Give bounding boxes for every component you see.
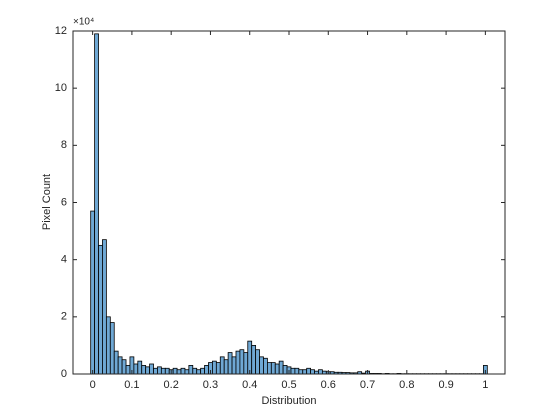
bar [310, 369, 315, 375]
x-tick-label: 0 [90, 379, 96, 391]
bar [298, 369, 304, 375]
bar [263, 357, 268, 375]
bar [223, 359, 229, 375]
y-axis-label: Pixel Count [41, 174, 53, 230]
bar [137, 360, 143, 375]
bar [259, 356, 264, 375]
x-tick-label: 0.5 [281, 379, 296, 391]
bar [102, 239, 107, 375]
bar [227, 352, 233, 375]
y-tick-label: 10 [55, 82, 67, 94]
bar [255, 349, 260, 375]
bar [121, 359, 127, 375]
bar [105, 316, 111, 375]
bar [176, 369, 182, 375]
bar [219, 356, 225, 375]
y-exponent: ×10⁴ [73, 17, 94, 28]
bar [278, 360, 284, 375]
bar [318, 369, 323, 375]
bar [180, 367, 186, 375]
bar [153, 367, 158, 375]
y-tick-label: 0 [61, 368, 67, 380]
bar [212, 360, 217, 375]
bar [164, 367, 170, 375]
bar [306, 367, 312, 375]
bar [294, 367, 300, 375]
bar [113, 350, 119, 375]
bar [109, 322, 115, 375]
y-tick-label: 6 [61, 196, 67, 208]
x-tick-label: 0.9 [438, 379, 453, 391]
bar [274, 363, 280, 375]
bar [172, 367, 178, 375]
x-axis-label: Distribution [261, 395, 316, 407]
bar [149, 363, 154, 375]
y-tick-label: 2 [61, 311, 67, 323]
bar [192, 367, 198, 375]
bar [251, 345, 257, 375]
bar [157, 366, 162, 375]
bar [282, 365, 288, 375]
bar [117, 356, 123, 375]
bar [133, 363, 139, 375]
bar [90, 210, 96, 375]
bar [200, 367, 205, 375]
x-tick-label: 0.4 [242, 379, 257, 391]
bar [145, 366, 150, 375]
x-tick-label: 0.7 [360, 379, 375, 391]
bar [247, 340, 253, 375]
bar [184, 369, 190, 375]
x-tick-label: 0.8 [399, 379, 414, 391]
axes-box [72, 30, 506, 375]
bar [243, 352, 249, 375]
x-tick-label: 0.1 [124, 379, 139, 391]
bar [188, 365, 194, 375]
x-tick-label: 0.6 [321, 379, 336, 391]
bar [235, 350, 241, 375]
bar [266, 362, 272, 375]
bar [125, 365, 131, 375]
x-tick-label: 0.2 [164, 379, 179, 391]
y-tick-label: 12 [55, 25, 67, 37]
bar [94, 33, 99, 375]
bar [239, 349, 245, 375]
bar [141, 365, 147, 375]
bar [160, 367, 166, 375]
x-tick-label: 0.3 [203, 379, 218, 391]
x-tick-label: 1 [482, 379, 488, 391]
bar [204, 365, 209, 375]
bar [98, 244, 103, 375]
y-tick-label: 8 [61, 139, 67, 151]
bar [215, 362, 221, 375]
y-tick-label: 4 [61, 254, 67, 266]
bar [302, 369, 308, 375]
bar [270, 362, 276, 375]
bar [196, 369, 202, 375]
bar [290, 367, 296, 375]
bar [231, 356, 237, 375]
